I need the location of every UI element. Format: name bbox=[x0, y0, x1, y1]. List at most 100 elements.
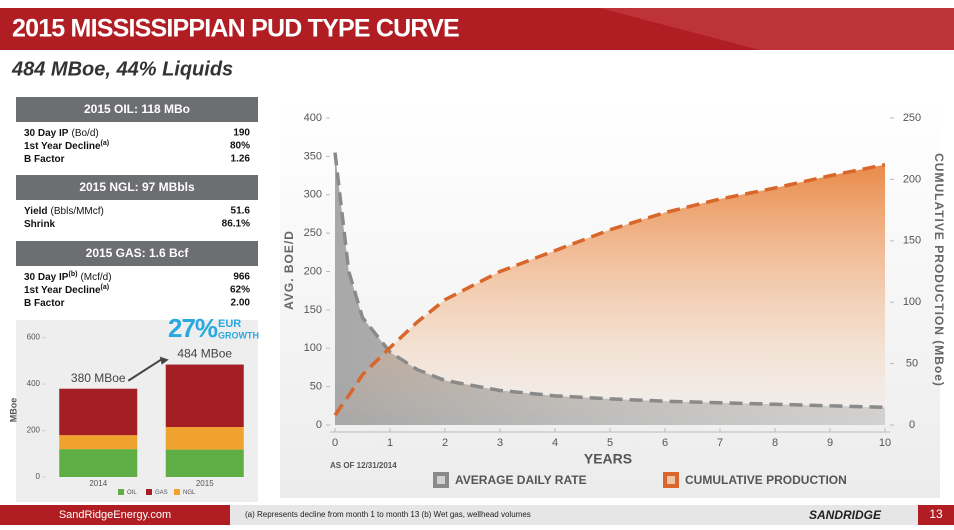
legend-swatch-inner bbox=[437, 476, 445, 484]
row-label-text: B Factor bbox=[24, 298, 65, 309]
y-tick-label: 0 bbox=[316, 419, 322, 431]
logo: SANDRIDGE bbox=[809, 508, 882, 522]
y-tick-label: 100 bbox=[304, 342, 322, 354]
y2-tick-label: 0 bbox=[909, 419, 915, 431]
row-label: 1st Year Decline(a) bbox=[24, 140, 109, 152]
subtitle: 484 MBoe, 44% Liquids bbox=[11, 58, 233, 80]
y-tick-label: 400 bbox=[304, 112, 322, 124]
growth-arrowhead bbox=[159, 356, 169, 365]
y2-tick-label: 100 bbox=[903, 296, 921, 308]
legend-label: NGL bbox=[183, 490, 196, 496]
bar-segment bbox=[165, 449, 244, 477]
x-tick-label: 7 bbox=[717, 437, 723, 449]
x-tick-label: 2 bbox=[442, 437, 448, 449]
legend-swatch-inner bbox=[667, 476, 675, 484]
callout-line1: EUR bbox=[218, 318, 241, 330]
bar-segment bbox=[165, 427, 244, 450]
row-label: 1st Year Decline(a) bbox=[24, 284, 109, 296]
x-tick-label: 5 bbox=[607, 437, 613, 449]
footer-red bbox=[0, 505, 230, 525]
legend-label: GAS bbox=[155, 490, 168, 496]
title: 2015 MISSISSIPPIAN PUD TYPE CURVE bbox=[12, 15, 459, 43]
bar-segment bbox=[59, 449, 138, 477]
row-sup: (a) bbox=[101, 140, 110, 147]
row-sup: (b) bbox=[68, 271, 77, 278]
y-tick-label: 150 bbox=[304, 304, 322, 316]
x-tick-label: 1 bbox=[387, 437, 393, 449]
row-value: 966 bbox=[233, 272, 250, 283]
as-of-note: AS OF 12/31/2014 bbox=[330, 461, 397, 470]
x-tick-label: 2014 bbox=[89, 479, 107, 488]
row-value: 1.26 bbox=[231, 154, 251, 165]
x-tick-label: 10 bbox=[879, 437, 891, 449]
row-label-text: 1st Year Decline bbox=[24, 285, 101, 296]
row-value: 2.00 bbox=[231, 298, 251, 309]
page-box bbox=[918, 505, 954, 525]
footnote: (a) Represents decline from month 1 to m… bbox=[245, 510, 531, 519]
page-number: 13 bbox=[929, 507, 943, 521]
y-tick-label: 0 bbox=[36, 472, 41, 481]
y2-axis-title: CUMULATIVE PRODUCTION (MBoe) bbox=[932, 153, 946, 387]
x-tick-label: 4 bbox=[552, 437, 558, 449]
callout-value: 27% bbox=[168, 313, 218, 343]
row-label-text: Yield bbox=[24, 206, 48, 217]
row-label-text: 30 Day IP bbox=[24, 272, 69, 283]
y2-tick-label: 150 bbox=[903, 235, 921, 247]
row-sup: (a) bbox=[101, 284, 110, 291]
row-label-text: Shrink bbox=[24, 219, 56, 230]
row-label-text: B Factor bbox=[24, 154, 65, 165]
bar-segment bbox=[165, 364, 244, 428]
row-unit: (Bbls/MMcf) bbox=[51, 206, 104, 217]
row-label: Yield (Bbls/MMcf) bbox=[24, 206, 104, 217]
panel-title: 2015 NGL: 97 MBbls bbox=[79, 180, 195, 194]
callout-line2: GROWTH bbox=[218, 330, 259, 340]
y-tick-label: 350 bbox=[304, 150, 322, 162]
total-label: 484 MBoe bbox=[177, 347, 232, 361]
x-axis-title: YEARS bbox=[584, 451, 632, 467]
growth-arrow bbox=[127, 357, 164, 382]
x-tick-label: 0 bbox=[332, 437, 338, 449]
legend-label: CUMULATIVE PRODUCTION bbox=[685, 473, 847, 487]
footer-band bbox=[0, 505, 954, 525]
panel-header bbox=[16, 97, 258, 122]
row-label: 30 Day IP (Bo/d) bbox=[24, 128, 99, 139]
y-tick-label: 600 bbox=[27, 333, 41, 342]
legend-label: AVERAGE DAILY RATE bbox=[455, 473, 587, 487]
row-label: B Factor bbox=[24, 298, 65, 309]
row-value: 51.6 bbox=[231, 206, 251, 217]
row-value: 62% bbox=[230, 285, 250, 296]
row-value: 190 bbox=[233, 128, 250, 139]
x-tick-label: 3 bbox=[497, 437, 503, 449]
legend-swatch bbox=[118, 489, 124, 495]
series-area bbox=[335, 164, 885, 425]
y-tick-label: 400 bbox=[27, 379, 41, 388]
x-tick-label: 2015 bbox=[196, 479, 214, 488]
y2-tick-label: 200 bbox=[903, 173, 921, 185]
total-label: 380 MBoe bbox=[71, 371, 126, 385]
legend-swatch bbox=[174, 489, 180, 495]
panel-title: 2015 OIL: 118 MBo bbox=[84, 102, 190, 116]
row-label: 30 Day IP(b) (Mcf/d) bbox=[24, 271, 112, 283]
x-tick-label: 8 bbox=[772, 437, 778, 449]
row-label-text: 1st Year Decline bbox=[24, 141, 101, 152]
series-line bbox=[333, 162, 886, 417]
row-label-text: 30 Day IP bbox=[24, 128, 69, 139]
bar-segment bbox=[59, 388, 138, 436]
y-tick-label: 200 bbox=[304, 265, 322, 277]
y-tick-label: 200 bbox=[27, 426, 41, 435]
y-axis-title: MBoe bbox=[8, 398, 18, 423]
row-unit: (Mcf/d) bbox=[80, 272, 111, 283]
row-unit: (Bo/d) bbox=[71, 128, 98, 139]
row-value: 86.1% bbox=[222, 219, 250, 230]
y-tick-label: 250 bbox=[304, 227, 322, 239]
panel-header bbox=[16, 175, 258, 200]
row-label: Shrink bbox=[24, 219, 56, 230]
panel-title: 2015 GAS: 1.6 Bcf bbox=[86, 246, 190, 260]
y-axis-title: AVG. BOE/D bbox=[282, 230, 296, 310]
x-tick-label: 9 bbox=[827, 437, 833, 449]
legend-label: OIL bbox=[127, 490, 137, 496]
y-tick-label: 300 bbox=[304, 189, 322, 201]
row-label: B Factor bbox=[24, 154, 65, 165]
row-value: 80% bbox=[230, 141, 250, 152]
